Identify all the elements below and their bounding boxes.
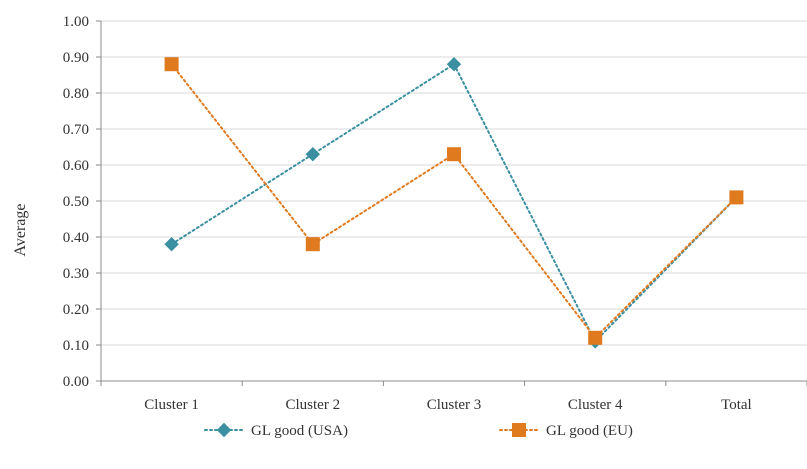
data-point-gl-good-eu-cluster-4: [588, 330, 603, 345]
series: [164, 56, 744, 349]
y-tick-label: 0.10: [63, 338, 89, 354]
legend-swatch-marker: [216, 422, 232, 438]
data-point-gl-good-usa-cluster-1: [164, 236, 179, 252]
x-tick-label-cluster-1: Cluster 1: [144, 397, 199, 413]
legend-item-gl-good-usa: GL good (USA): [204, 422, 348, 439]
y-tick-label: 0.90: [63, 50, 89, 66]
y-tick-label: 0.70: [63, 122, 89, 138]
series-line-gl-good-usa: [170, 62, 738, 344]
y-tick-label: 0.80: [63, 86, 89, 102]
series-gl-good-usa: [164, 56, 744, 349]
x-tick-label-total: Total: [721, 397, 752, 413]
data-point-gl-good-eu-cluster-3: [447, 147, 461, 162]
legend-swatch-marker: [512, 423, 526, 437]
legend-label: GL good (USA): [251, 423, 348, 439]
y-tick-label: 0.30: [63, 266, 89, 282]
x-tick-labels: Cluster 1 Cluster 2 Cluster 3 Cluster 4 Tota…: [144, 397, 751, 413]
y-tick-labels: 0.00 0.10 0.20 0.30 0.40 0.50 0.60 0.70 0.80 0.90…: [63, 14, 89, 390]
y-axis-title: Average: [12, 204, 29, 257]
y-tick-label: 0.60: [63, 158, 89, 174]
y-tick-label: 0.00: [63, 374, 89, 390]
y-tick-label: 0.20: [63, 302, 89, 318]
data-point-gl-good-usa-cluster-2: [305, 146, 321, 162]
x-tick-label-cluster-3: Cluster 3: [427, 397, 482, 413]
y-tick-label: 0.40: [63, 230, 89, 246]
x-tick-label-cluster-4: Cluster 4: [568, 397, 623, 413]
data-point-gl-good-eu-cluster-1: [164, 57, 179, 72]
legend: GL good (USA) GL good (EU): [204, 422, 633, 439]
data-point-gl-good-usa-cluster-3: [446, 56, 462, 72]
data-point-gl-good-eu-total: [729, 190, 744, 205]
series-gl-good-eu: [164, 57, 744, 345]
data-point-gl-good-eu-cluster-2: [305, 237, 320, 252]
y-tick-label: 1.00: [63, 14, 89, 30]
axes: [96, 20, 807, 386]
legend-item-gl-good-eu: GL good (EU): [499, 423, 633, 439]
y-tick-label: 0.50: [63, 194, 89, 210]
x-tick-label-cluster-2: Cluster 2: [286, 397, 341, 413]
legend-label: GL good (EU): [546, 423, 633, 439]
